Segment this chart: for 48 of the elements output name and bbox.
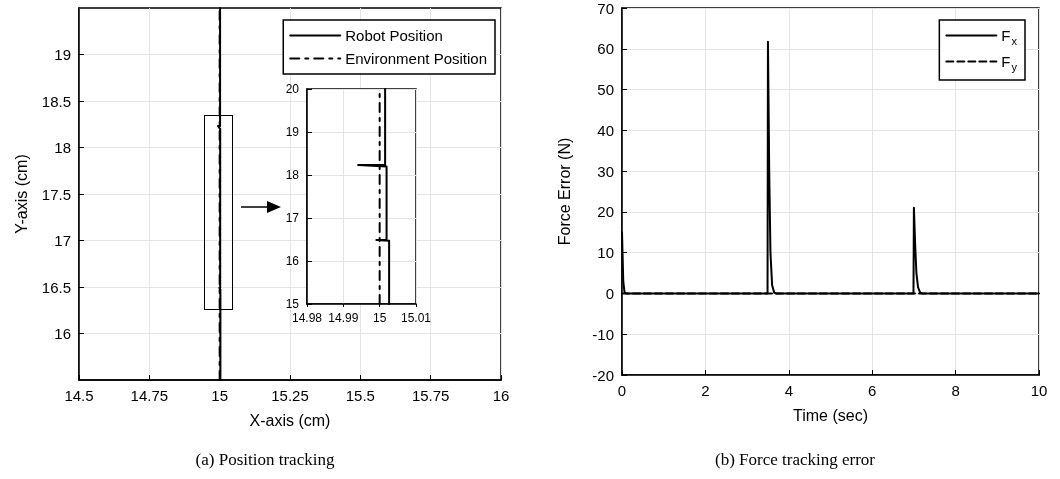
y-tick-label: 18 <box>54 139 71 156</box>
x-tick-label: 6 <box>868 382 877 399</box>
y-tick-label: 17 <box>285 211 300 225</box>
y-tick-label: 40 <box>597 121 614 139</box>
x-tick-label: 15.5 <box>345 387 375 404</box>
x-axis-title: Time (sec) <box>793 406 868 424</box>
y-tick-label: 19 <box>285 125 300 139</box>
y-tick-label: 60 <box>597 40 614 58</box>
x-tick-label: 14.99 <box>328 311 359 325</box>
y-tick-label: 0 <box>605 284 614 302</box>
x-tick-label: 15.01 <box>400 311 432 325</box>
y-axis-title: Y-axis (cm) <box>12 154 30 234</box>
y-tick-label: 18.5 <box>41 92 71 110</box>
y-tick-label: 16.5 <box>41 278 71 296</box>
y-tick-label: 17.5 <box>41 185 71 203</box>
y-tick-label: 10 <box>597 244 614 262</box>
x-tick-label: 0 <box>617 382 627 399</box>
y-tick-label: 18 <box>285 168 300 182</box>
y-tick-label: 19 <box>54 46 71 63</box>
y-tick-label: 30 <box>597 162 614 180</box>
x-tick-label: 10 <box>1030 382 1048 399</box>
x-tick-label: 15.75 <box>411 387 450 404</box>
x-tick-label: 8 <box>951 382 960 399</box>
y-tick-label: 17 <box>54 232 71 249</box>
y-tick-label: -20 <box>592 366 614 384</box>
x-tick-label: 15.25 <box>271 387 309 404</box>
text: (b) Force tracking error <box>714 450 876 469</box>
text: (a) Position tracking <box>195 450 335 469</box>
y-axis-title: Force Error (N) <box>555 137 573 246</box>
y-tick-label: 16 <box>54 325 71 342</box>
x-axis-title: X-axis (cm) <box>249 411 331 429</box>
x-tick-label: 14.5 <box>64 387 94 404</box>
y-tick-label: 20 <box>285 82 300 96</box>
y-tick-label: 50 <box>597 81 614 99</box>
x-tick-label: 14.98 <box>291 311 323 325</box>
x-tick-label: 14.75 <box>130 387 169 404</box>
x-tick-label: 15 <box>372 311 387 325</box>
x-tick-label: 4 <box>784 382 793 399</box>
y-tick-label: 16 <box>285 254 300 268</box>
y-tick-label: -10 <box>592 325 614 343</box>
x-tick-label: 16 <box>492 387 510 404</box>
y-tick-label: 15 <box>285 297 300 311</box>
y-tick-label: 20 <box>597 203 614 221</box>
y-tick-label: 70 <box>597 0 614 17</box>
legend-label: Robot Position <box>345 27 443 44</box>
x-tick-label: 2 <box>701 382 710 399</box>
x-tick-label: 15 <box>211 387 229 404</box>
legend-label: Environment Position <box>345 50 488 67</box>
